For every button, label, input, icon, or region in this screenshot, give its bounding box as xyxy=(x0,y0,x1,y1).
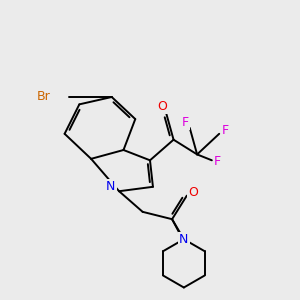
Text: F: F xyxy=(182,116,189,129)
Text: O: O xyxy=(158,100,168,113)
Text: N: N xyxy=(179,233,188,246)
Text: F: F xyxy=(214,155,221,168)
Text: Br: Br xyxy=(37,91,51,103)
Text: N: N xyxy=(106,180,116,193)
Text: F: F xyxy=(221,124,229,137)
Text: O: O xyxy=(188,186,198,199)
